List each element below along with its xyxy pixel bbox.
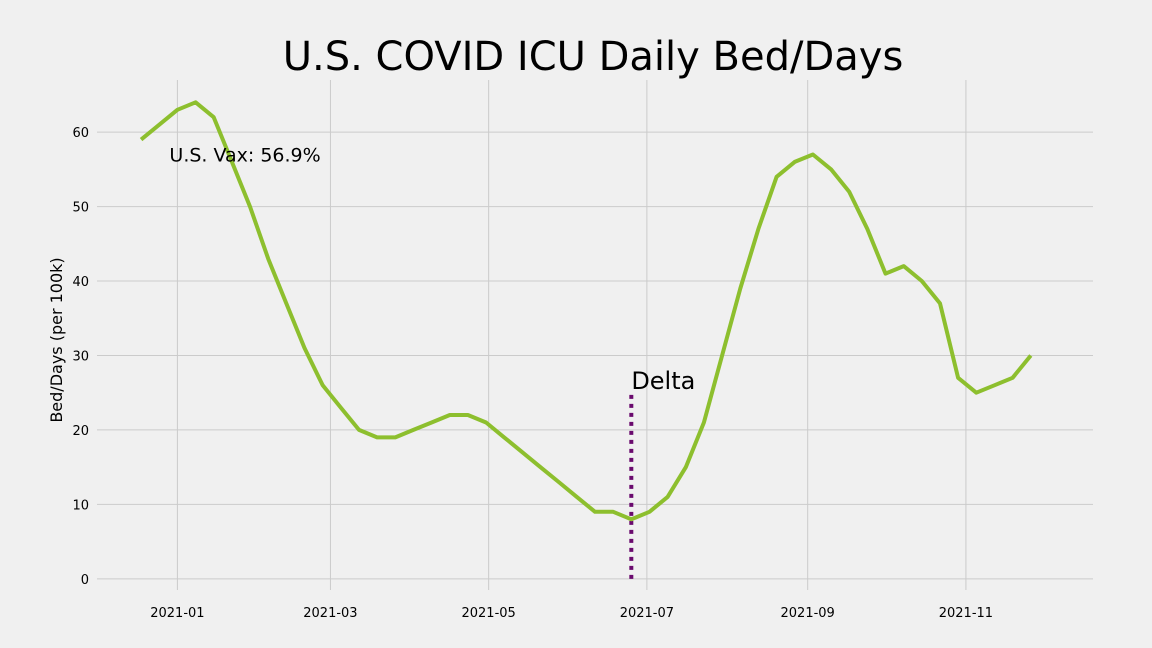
grid-layer — [97, 80, 1093, 590]
x-tick-label: 2021-03 — [303, 606, 357, 621]
y-tick-label: 20 — [72, 424, 89, 439]
series-layer — [139, 100, 1033, 522]
y-tick-label: 30 — [72, 349, 89, 364]
x-tick-label: 2021-07 — [620, 606, 674, 621]
series-line — [139, 100, 1033, 522]
x-tick-label: 2021-01 — [150, 606, 204, 621]
x-tick-label: 2021-09 — [781, 606, 835, 621]
delta-annotation: Delta — [631, 367, 695, 395]
chart-title: U.S. COVID ICU Daily Bed/Days — [283, 34, 904, 80]
y-axis-label: Bed/Days (per 100k) — [47, 257, 66, 422]
annotation-layer: U.S. Vax: 56.9% Delta — [169, 144, 695, 395]
x-tick-label: 2021-11 — [939, 606, 993, 621]
y-tick-label: 40 — [72, 275, 89, 290]
y-axis-ticks: 0 10 20 30 40 50 60 — [72, 126, 89, 588]
y-tick-label: 0 — [81, 573, 89, 588]
x-tick-label: 2021-05 — [461, 606, 515, 621]
x-axis-ticks: 2021-01 2021-03 2021-05 2021-07 2021-09 2021-… — [150, 606, 993, 621]
y-tick-label: 10 — [72, 498, 89, 513]
y-tick-label: 60 — [72, 126, 89, 141]
y-tick-label: 50 — [72, 201, 89, 216]
vax-annotation: U.S. Vax: 56.9% — [169, 144, 320, 166]
